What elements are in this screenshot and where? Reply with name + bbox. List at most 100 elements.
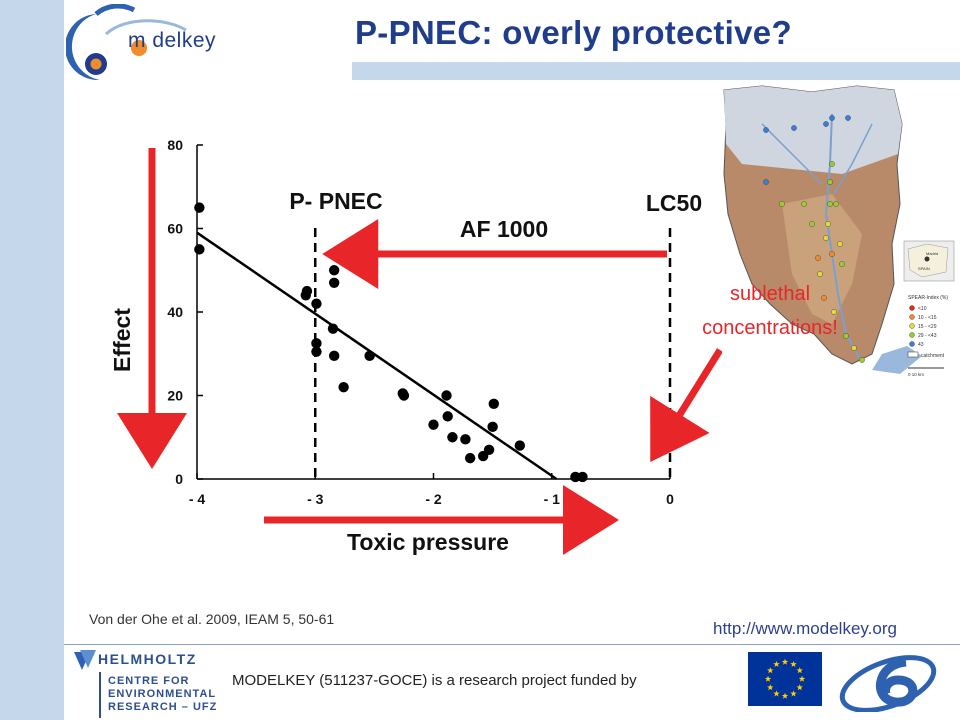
toxic-pressure-effect-chart: 0 20 40 60 80 - 4 - 3 - 2 - 1 0 Toxic pressure Ef… — [109, 137, 722, 555]
map-legend-item: <10 — [918, 306, 927, 312]
data-point — [460, 434, 471, 445]
x-tick-label: - 2 — [425, 491, 442, 507]
y-tick-label: 40 — [167, 304, 183, 320]
citation: Von der Ohe et al. 2009, IEAM 5, 50-61 — [89, 611, 335, 627]
fp6-logo-icon — [839, 655, 937, 712]
map-catchment-label: catchment — [921, 353, 945, 359]
lc50-label: LC50 — [646, 190, 702, 216]
eu-star — [773, 660, 780, 668]
af-label: AF 1000 — [460, 216, 548, 242]
data-point — [364, 350, 375, 362]
map-point — [845, 115, 851, 121]
data-point — [441, 390, 452, 401]
sublethal-label-line1: sublethal — [730, 283, 810, 305]
eu-star — [790, 660, 797, 668]
eu-star — [767, 667, 774, 674]
map-legend-swatch — [909, 341, 915, 347]
y-tick-label: 0 — [175, 471, 183, 487]
eu-star — [764, 675, 772, 682]
eu-star — [767, 684, 774, 691]
p-pnec-label: P- PNEC — [289, 188, 382, 214]
slide-title: P-PNEC: overly protective? — [355, 14, 792, 51]
map-point — [791, 125, 797, 131]
eu-star — [790, 690, 797, 697]
map-point — [779, 201, 785, 207]
data-point — [327, 323, 339, 334]
map-point — [823, 121, 829, 127]
data-point — [487, 421, 498, 433]
data-point — [464, 452, 476, 464]
data-point — [483, 444, 495, 455]
map-point — [825, 221, 831, 227]
eu-star — [773, 690, 780, 697]
data-point — [328, 350, 340, 362]
map-legend-title: SPEAR-Index (%) — [908, 295, 948, 301]
eu-star — [781, 692, 789, 699]
data-point — [488, 398, 500, 410]
x-axis-label: Toxic pressure — [347, 529, 509, 555]
sublethal-label-line2: concentrations! — [702, 317, 838, 339]
y-tick-label: 20 — [167, 388, 183, 404]
inset-spain: SPAIN — [918, 266, 930, 271]
map-point — [829, 161, 835, 167]
map-point — [821, 295, 827, 301]
eu-star — [796, 667, 803, 674]
map-point — [827, 179, 833, 185]
map-legend-swatch — [909, 305, 915, 311]
helmholtz-line-2: CENTRE FOR — [108, 675, 190, 687]
map-point — [823, 235, 829, 241]
regression-line — [196, 231, 558, 481]
map-point — [851, 345, 857, 351]
data-points — [194, 202, 588, 483]
map-point — [837, 241, 843, 247]
eu-flag-icon — [748, 652, 822, 706]
map-scale-label: 0 10 km — [908, 372, 924, 377]
map-point — [809, 221, 815, 227]
map-legend-swatch — [909, 332, 915, 338]
map-sample-points — [763, 115, 865, 363]
map-legend-swatch — [909, 314, 915, 320]
y-tick-label: 60 — [167, 221, 183, 237]
helmholtz-line-1: HELMHOLTZ — [98, 651, 197, 667]
y-tick-label: 80 — [167, 137, 183, 153]
map-legend-swatch — [909, 323, 915, 329]
x-tick-label: - 1 — [544, 491, 561, 507]
footer-divider — [64, 644, 960, 645]
logo-text: m delkey — [128, 29, 217, 52]
map-point — [817, 271, 823, 277]
catchment-map: Madrid SPAIN SPEAR-Index (%) <10 10 - <15… — [722, 84, 959, 382]
website-link[interactable]: http://www.modelkey.org — [713, 619, 897, 638]
sublethal-arrow — [650, 348, 722, 462]
map-point — [827, 201, 833, 207]
x-tick-label: 0 — [666, 491, 674, 507]
eu-star — [798, 675, 806, 682]
helmholtz-ufz-logo: HELMHOLTZ CENTRE FOR ENVIRONMENTAL RESEA… — [74, 650, 216, 718]
data-point — [577, 471, 588, 483]
map-point — [801, 201, 807, 207]
modelkey-logo — [66, 4, 187, 81]
map-legend: <10 10 - <15 15 - <29 29 - <43 43 — [909, 305, 937, 348]
x-tick-label: - 4 — [189, 491, 206, 507]
title-underline-band — [352, 62, 960, 80]
map-point — [829, 251, 835, 257]
x-tick-label: - 3 — [307, 491, 324, 507]
data-point — [311, 338, 322, 349]
data-point — [514, 440, 526, 451]
map-point — [831, 309, 837, 315]
data-point — [328, 265, 340, 276]
map-point — [763, 127, 769, 133]
funding-note: MODELKEY (511237-GOCE) is a research pro… — [232, 672, 637, 689]
data-point — [428, 419, 439, 430]
map-legend-item: 29 - <43 — [918, 333, 937, 339]
eu-star — [796, 684, 803, 691]
sublethal-annotation: sublethal concentrations! — [702, 283, 838, 339]
data-point — [447, 432, 458, 443]
map-point — [833, 201, 839, 207]
chart-ticks: 0 20 40 60 80 - 4 - 3 - 2 - 1 0 — [167, 137, 674, 507]
map-legend-item: 15 - <29 — [918, 324, 937, 330]
y-axis-label: Effect — [109, 308, 135, 372]
data-point — [311, 346, 322, 357]
data-point — [311, 298, 322, 309]
map-legend-item: 10 - <15 — [918, 315, 937, 321]
left-sidebar-band — [0, 0, 64, 720]
